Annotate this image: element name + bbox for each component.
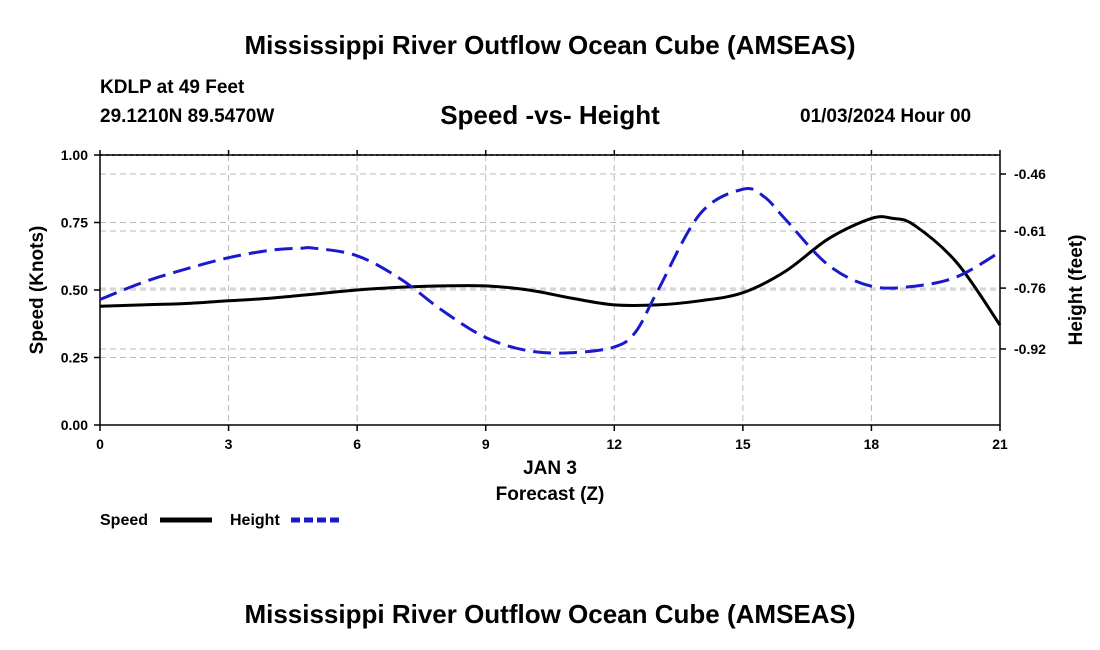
y2-tick-label: -0.76 [1014,280,1046,296]
station-label: KDLP at 49 Feet [100,77,245,98]
x-tick-label: 9 [482,436,490,452]
legend: Speed Height [100,512,343,529]
grid-layer [100,154,1000,425]
chart-subtitle: Speed -vs- Height [440,100,660,130]
x-axis-sublabel: JAN 3 [523,458,577,479]
x-tick-label: 3 [225,436,233,452]
series-line-height [99,187,1001,355]
y2-tick-label: -0.92 [1014,341,1046,357]
forecast-date: 01/03/2024 Hour 00 [800,106,972,127]
y-tick-label: 1.00 [61,147,88,163]
y-tick-label: 0.00 [61,417,88,433]
x-axis-title: Forecast (Z) [496,484,605,505]
ticks-layer: 0 3 6 9 12 15 18 21 0.00 0.25 0.50 0.75 1.00 -0.46 -0.… [61,147,1046,452]
x-tick-label: 18 [864,436,880,452]
y2-tick-label: -0.46 [1014,166,1046,182]
legend-height-label: Height [230,512,280,529]
speed-height-chart: 0 3 6 9 12 15 18 21 0.00 0.25 0.50 0.75 1.00 -0.46 -0.… [27,147,1087,529]
y-tick-label: 0.50 [61,282,88,298]
x-tick-label: 0 [96,436,104,452]
y2-axis-title: Height (feet) [1066,235,1087,346]
y-axis-title: Speed (Knots) [27,226,48,355]
coordinates-label: 29.1210N 89.5470W [100,106,275,127]
y-tick-label: 0.75 [61,215,88,231]
x-tick-label: 6 [353,436,361,452]
series-line-speed [99,215,1002,326]
legend-speed-label: Speed [100,512,148,529]
x-tick-label: 12 [606,436,622,452]
main-title: Mississippi River Outflow Ocean Cube (AM… [244,30,856,60]
footer-title: Mississippi River Outflow Ocean Cube (AM… [244,599,856,629]
x-tick-label: 21 [992,436,1008,452]
y2-tick-label: -0.61 [1014,223,1046,239]
x-tick-label: 15 [735,436,751,452]
y-tick-label: 0.25 [61,350,88,366]
series-layer [99,187,1002,355]
